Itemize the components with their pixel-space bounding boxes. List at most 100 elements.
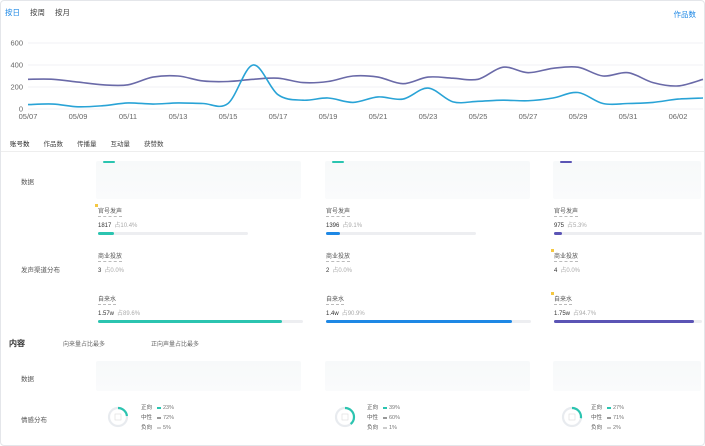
tab-by-month[interactable]: 按月 (55, 8, 70, 17)
channel-commercial-3: 商业投放 4 占0.0% (551, 249, 704, 274)
x-tick-label: 05/15 (219, 112, 238, 121)
organic-value: 1.4w (326, 311, 339, 317)
x-tick-label: 05/27 (519, 112, 538, 121)
official-bar-fill (326, 232, 340, 235)
official-title: 官号发声 (98, 206, 123, 217)
tab-likes-count[interactable]: 获赞数 (144, 141, 164, 148)
row-label-data-2: 数据 (21, 376, 34, 383)
sentiment-pct: 60% (389, 415, 401, 421)
sentiment-donut-3 (561, 406, 583, 428)
official-title: 官号发声 (326, 206, 351, 217)
metric-tabs: 账号数 作品数 传播量 互动量 获赞数 (10, 138, 164, 152)
organic-pct: 占90.9% (341, 311, 365, 317)
sentiment-label: 正向 (591, 405, 603, 411)
organic-bar (98, 320, 303, 323)
official-title: 官号发声 (554, 206, 579, 217)
sentiment-legend-2: 正向 39% 中性 60% 负向 1% (367, 403, 400, 433)
flag-icon (551, 292, 554, 295)
x-tick-label: 05/19 (319, 112, 338, 121)
channel-official-3: 官号发声 975 占5.3% (554, 206, 704, 235)
sentiment-pct: 27% (613, 405, 625, 411)
x-tick-label: 05/09 (69, 112, 88, 121)
commercial-value: 3 (98, 268, 102, 274)
channel-commercial-2: 商业投放 2 占0.0% (326, 251, 476, 274)
tab-interaction-volume[interactable]: 互动量 (110, 141, 131, 148)
data-placeholder-5 (325, 361, 530, 391)
x-tick-label: 05/21 (369, 112, 388, 121)
x-tick-label: 05/13 (169, 112, 188, 121)
organic-pct: 占89.6% (117, 311, 141, 317)
x-tick-label: 05/25 (469, 112, 488, 121)
official-pct: 占9.1% (342, 223, 363, 229)
official-bar (326, 232, 476, 235)
y-tick-label: 600 (10, 39, 23, 48)
row-label-sentiment: 情感分布 (21, 417, 47, 424)
accent-mark-1 (103, 161, 115, 163)
row-label-channel: 发声渠道分布 (21, 267, 60, 274)
sentiment-label: 正向 (367, 405, 379, 411)
x-tick-label: 05/17 (269, 112, 288, 121)
organic-title: 自来水 (98, 294, 117, 305)
x-tick-label: 06/02 (669, 112, 688, 121)
sentiment-label: 中性 (591, 415, 603, 421)
official-value: 1396 (326, 223, 340, 229)
organic-value: 1.57w (98, 311, 115, 317)
official-bar (98, 232, 248, 235)
organic-bar-fill (554, 320, 695, 323)
sentiment-pct: 71% (613, 415, 625, 421)
y-tick-label: 200 (10, 83, 23, 92)
official-value: 1817 (98, 223, 112, 229)
commercial-title: 商业投放 (326, 251, 351, 262)
channel-organic-1: 自来水 1.57w 占89.6% (98, 294, 303, 323)
tab-account-count[interactable]: 账号数 (10, 138, 30, 152)
tab-works-count[interactable]: 作品数 (43, 141, 64, 148)
organic-pct: 占94.7% (573, 311, 597, 317)
y-tick-label: 0 (19, 105, 23, 114)
data-placeholder-3 (553, 161, 701, 199)
data-placeholder-4 (96, 361, 301, 391)
channel-organic-3: 自来水 1.75w 占94.7% (551, 292, 704, 323)
x-tick-label: 05/31 (619, 112, 638, 121)
trend-line-chart: 0 200 400 600 05/07 05/09 05/11 05/13 05/15 05/17… (10, 39, 704, 121)
commercial-pct: 占0.0% (104, 268, 125, 274)
commercial-title: 商业投放 (98, 251, 123, 262)
row-label-data: 数据 (21, 179, 34, 186)
tab-by-week[interactable]: 按周 (30, 8, 45, 17)
flag-icon (551, 249, 554, 252)
channel-commercial-1: 商业投放 3 占0.0% (98, 251, 248, 274)
organic-bar-fill (326, 320, 513, 323)
official-value: 975 (554, 223, 565, 229)
organic-value: 1.75w (554, 311, 571, 317)
commercial-value: 4 (554, 268, 558, 274)
channel-organic-2: 自来水 1.4w 占90.9% (326, 294, 531, 323)
divider (1, 151, 704, 152)
sentiment-label: 中性 (141, 415, 153, 421)
tab-by-day[interactable]: 按日 (5, 8, 20, 17)
series-line-1 (27, 65, 704, 87)
sentiment-label: 正向 (141, 405, 153, 411)
official-bar-fill (554, 232, 562, 235)
x-tick-label: 05/23 (419, 112, 438, 121)
sentiment-pct: 23% (163, 405, 175, 411)
organic-bar (326, 320, 531, 323)
sentiment-legend-1: 正向 23% 中性 72% 负向 5% (141, 403, 174, 433)
tab-spread-volume[interactable]: 传播量 (77, 141, 97, 148)
sentiment-donut-1 (107, 406, 129, 428)
data-placeholder-2 (325, 161, 530, 199)
sentiment-legend-3: 正向 27% 中性 71% 负向 2% (591, 403, 624, 433)
commercial-pct: 占0.0% (560, 268, 581, 274)
data-placeholder-1 (96, 161, 301, 199)
sentiment-label: 负向 (367, 425, 379, 431)
series-line-2 (27, 64, 704, 108)
sentiment-label: 中性 (367, 415, 379, 421)
organic-title: 自来水 (326, 294, 345, 305)
commercial-value: 2 (326, 268, 330, 274)
x-tick-label: 05/07 (19, 112, 38, 121)
period-tabs: 按日 按周 按月 (5, 7, 70, 18)
organic-bar-fill (98, 320, 282, 323)
content-note-2: 正向声量占比最多 (151, 342, 200, 348)
organic-bar (554, 320, 702, 323)
works-count-link[interactable]: 作品数 (673, 10, 697, 19)
content-note-1: 向来量占比最多 (63, 342, 106, 348)
